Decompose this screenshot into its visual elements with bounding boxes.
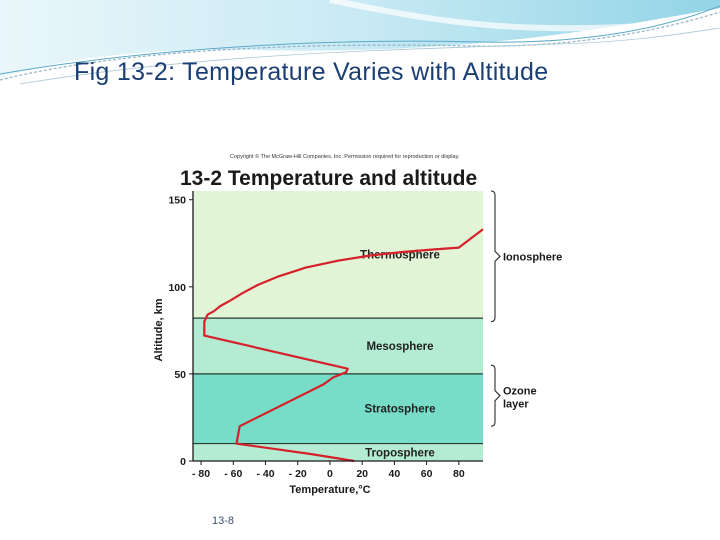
annotation-label: Ozone bbox=[503, 386, 537, 398]
header-swoosh bbox=[0, 0, 720, 78]
thermosphere-band bbox=[193, 191, 483, 319]
mesosphere-band bbox=[193, 318, 483, 374]
y-tick-label: 100 bbox=[168, 282, 186, 294]
x-tick-label: 0 bbox=[327, 468, 333, 480]
x-tick-label: 40 bbox=[389, 468, 401, 480]
x-tick-label: 60 bbox=[421, 468, 433, 480]
troposphere-label: Troposphere bbox=[365, 447, 435, 459]
x-tick-label: 20 bbox=[356, 468, 368, 480]
temperature-altitude-chart: Copyright © The McGraw-Hill Companies, I… bbox=[153, 153, 562, 496]
chart-title: 13-2 Temperature and altitude bbox=[180, 167, 477, 190]
x-tick-label: - 80 bbox=[192, 468, 210, 480]
slide-title: Fig 13-2: Temperature Varies with Altitu… bbox=[74, 58, 549, 86]
annotation-label: layer bbox=[503, 399, 529, 411]
x-tick-label: 80 bbox=[453, 468, 465, 480]
annotation-brace bbox=[490, 190, 501, 323]
temperature-profile-line bbox=[203, 228, 484, 463]
y-axis-label: Altitude, km bbox=[153, 298, 165, 361]
x-tick-label: - 60 bbox=[224, 468, 242, 480]
x-axis-label: Temperature,°C bbox=[289, 484, 370, 496]
slide-number: 13-8 bbox=[212, 515, 235, 527]
thermosphere-label: Thermosphere bbox=[360, 250, 440, 262]
slide-header-decoration bbox=[0, 0, 720, 110]
y-tick-label: 0 bbox=[180, 456, 186, 468]
x-tick-label: - 40 bbox=[256, 468, 274, 480]
stratosphere-label: Stratosphere bbox=[365, 404, 436, 416]
temperature-altitude-figure: Copyright © The McGraw-Hill Companies, I… bbox=[148, 150, 574, 500]
annotation-brace bbox=[490, 364, 501, 427]
stratosphere-band bbox=[193, 373, 483, 444]
x-tick-label: - 20 bbox=[289, 468, 307, 480]
copyright-notice: Copyright © The McGraw-Hill Companies, I… bbox=[230, 153, 460, 160]
annotation-label: Ionosphere bbox=[503, 251, 562, 263]
y-tick-label: 50 bbox=[174, 369, 186, 381]
y-tick-label: 150 bbox=[168, 195, 186, 207]
mesosphere-label: Mesosphere bbox=[366, 341, 433, 353]
